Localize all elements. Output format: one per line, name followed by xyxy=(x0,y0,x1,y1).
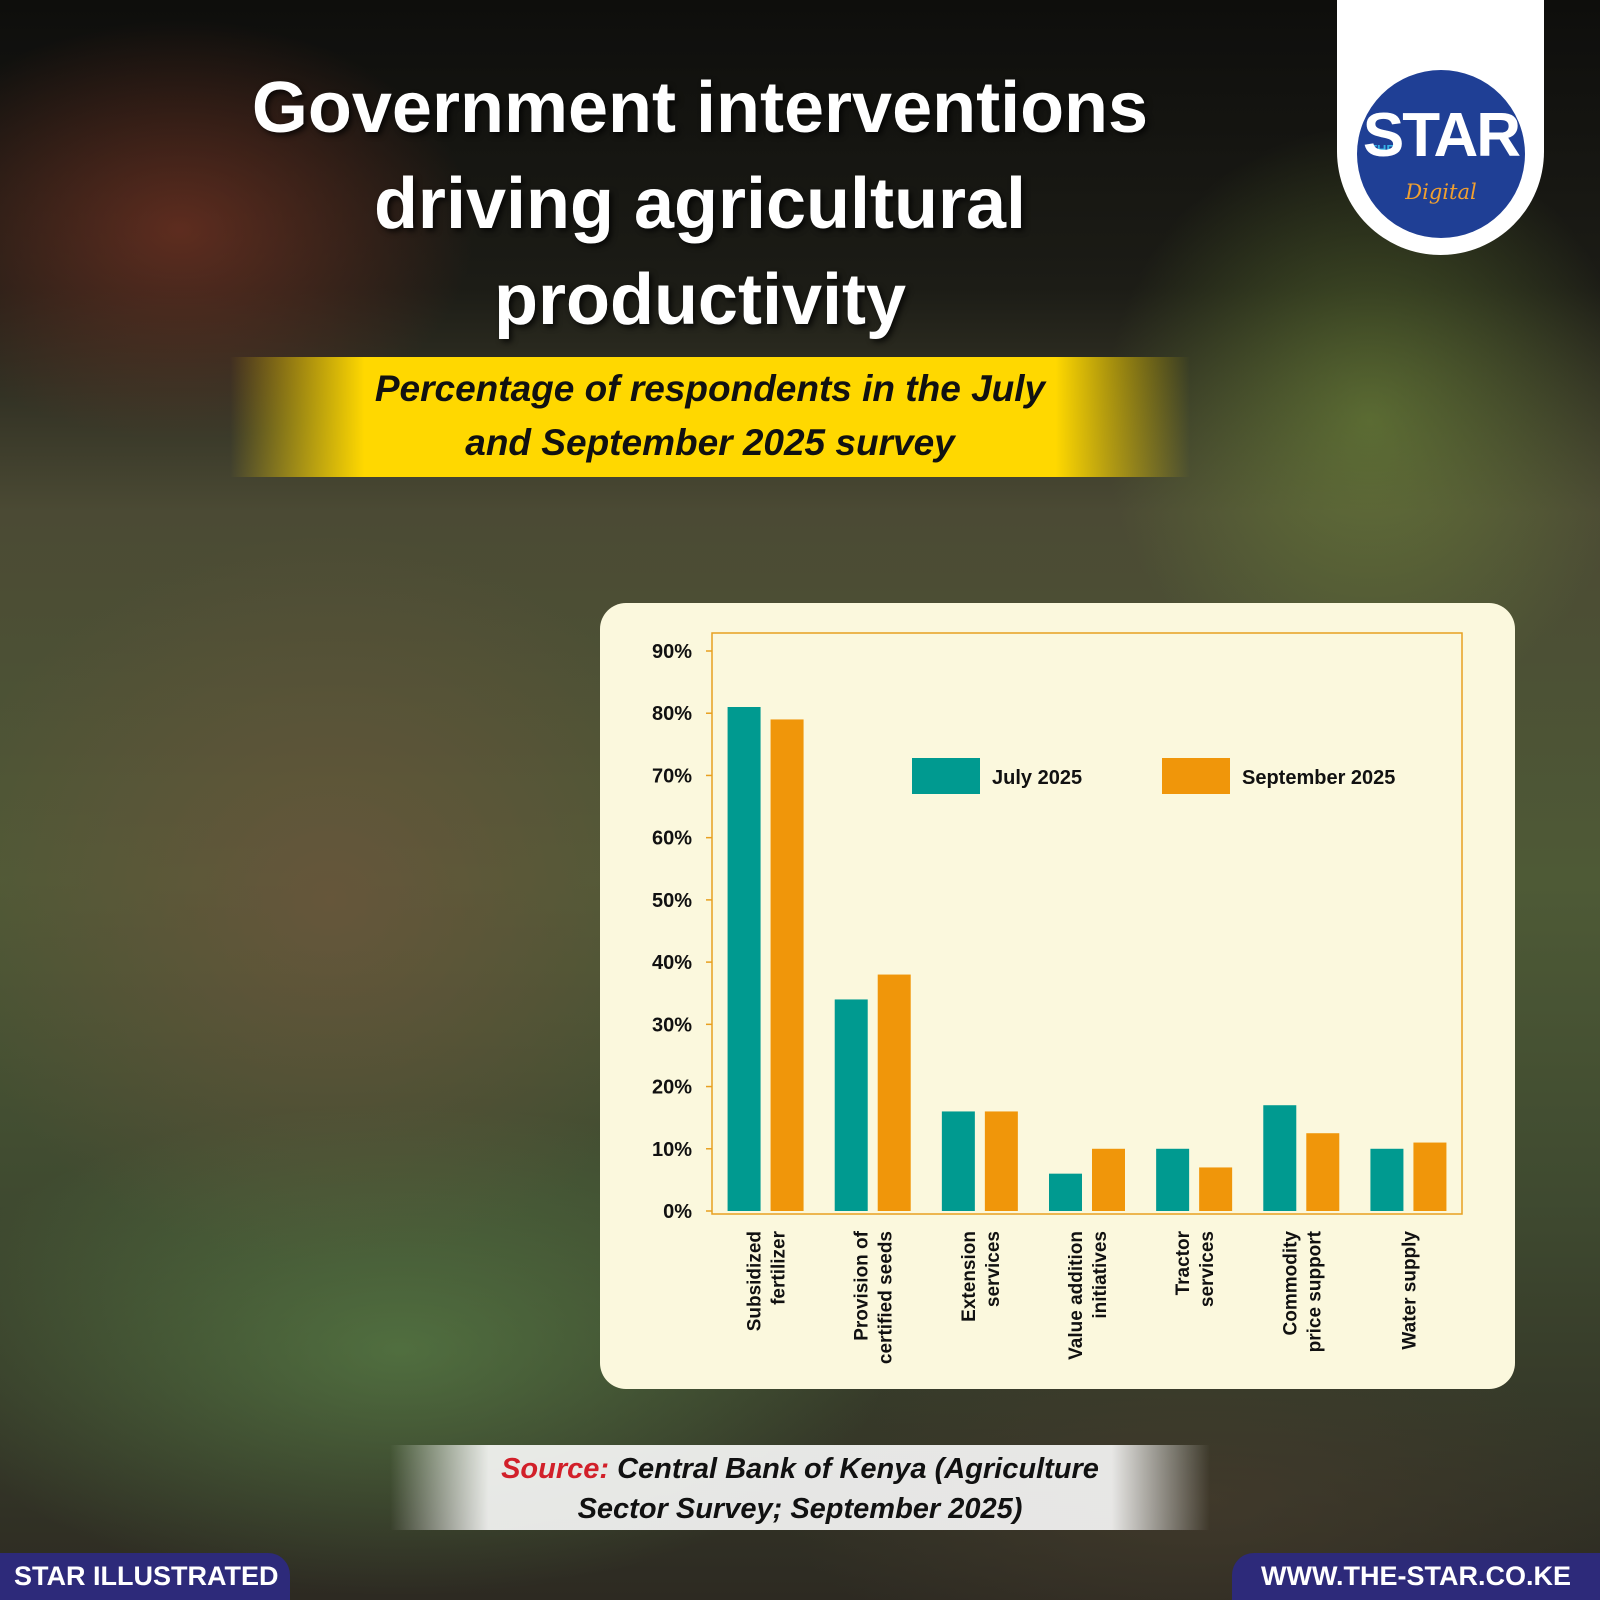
x-category-label: Provision of certified seeds xyxy=(852,1230,897,1364)
x-category-label: Water supply xyxy=(1399,1231,1420,1350)
legend-label: September 2025 xyxy=(1242,767,1395,789)
bar-july xyxy=(1263,1105,1297,1211)
y-tick-label: 20% xyxy=(652,1077,692,1099)
subtitle-line: and September 2025 survey xyxy=(465,422,955,463)
bar-july xyxy=(1370,1148,1404,1211)
star-digital-logo: THE STAR Digital xyxy=(1337,0,1544,255)
bar-july xyxy=(941,1111,975,1211)
x-category-label-line: services xyxy=(1197,1231,1218,1307)
bar-september xyxy=(1199,1167,1233,1211)
footer-brand: STAR ILLUSTRATED xyxy=(0,1553,290,1600)
bar-july xyxy=(1049,1173,1082,1211)
y-tick-label: 10% xyxy=(652,1139,692,1161)
source-note: Source: Central Bank of Kenya (Agricultu… xyxy=(390,1445,1210,1530)
x-category-label-line: fertilizer xyxy=(769,1230,790,1305)
y-tick-label: 60% xyxy=(652,828,692,850)
title-line: Government interventions xyxy=(251,68,1149,148)
bar-chart: 0% 10% 20% 30% 40% 50% 60% 70% 80% 90% Subsidized f… xyxy=(652,632,1463,1364)
footer-website-link[interactable]: WWW.THE-STAR.CO.KE xyxy=(1232,1553,1600,1600)
bar-september xyxy=(770,719,804,1211)
x-category-label: Extension services xyxy=(959,1231,1004,1322)
x-category-label-line: Provision of xyxy=(852,1230,873,1340)
x-category-label-line: initiatives xyxy=(1090,1231,1111,1319)
y-tick-label: 70% xyxy=(652,765,692,787)
x-category-label-line: Subsidized xyxy=(745,1231,766,1331)
subtitle-band xyxy=(230,357,1190,477)
logo-star: STAR xyxy=(1362,101,1521,170)
y-tick-label: 40% xyxy=(652,952,692,974)
page-title: Government interventions driving agricul… xyxy=(160,60,1240,348)
bar-september xyxy=(877,974,911,1211)
bar-september xyxy=(1306,1133,1340,1211)
logo-circle: THE STAR Digital xyxy=(1357,70,1525,238)
source-label: Source: xyxy=(501,1453,610,1485)
legend-label: July 2025 xyxy=(992,767,1082,789)
bar-september xyxy=(1092,1148,1125,1211)
x-category-label: Subsidized fertilizer xyxy=(745,1230,790,1331)
source-text-line2: Sector Survey; September 2025) xyxy=(577,1493,1023,1525)
x-category-label-line: Tractor xyxy=(1173,1230,1194,1295)
y-tick-label: 0% xyxy=(663,1201,692,1223)
x-category-label-line: Value addition xyxy=(1066,1231,1087,1360)
bar-july xyxy=(727,707,761,1211)
y-tick-label: 30% xyxy=(652,1014,692,1036)
title-line: driving agricultural xyxy=(373,164,1027,244)
x-category-label-line: certified seeds xyxy=(876,1231,897,1364)
x-category-label: Value addition initiatives xyxy=(1066,1231,1111,1360)
source-text-line1: Central Bank of Kenya (Agriculture xyxy=(617,1453,1099,1485)
plot-frame xyxy=(711,632,1463,1215)
title-line: productivity xyxy=(493,260,907,340)
y-tick-label: 80% xyxy=(652,703,692,725)
legend-swatch xyxy=(1162,758,1230,794)
x-category-label-line: Commodity xyxy=(1280,1231,1301,1336)
subtitle: Percentage of respondents in the July an… xyxy=(230,362,1190,470)
x-category-label-line: Water supply xyxy=(1399,1231,1420,1350)
logo-the: THE xyxy=(1369,142,1395,157)
bar-july xyxy=(1156,1148,1190,1211)
x-category-label-line: Extension xyxy=(959,1231,980,1322)
x-category-label-line: price support xyxy=(1304,1230,1325,1352)
x-category-label: Tractor services xyxy=(1173,1230,1218,1307)
y-tick-label: 90% xyxy=(652,641,692,663)
x-category-label-line: services xyxy=(983,1231,1004,1307)
y-tick-label: 50% xyxy=(652,890,692,912)
logo-digital: Digital xyxy=(1405,180,1477,204)
legend-swatch xyxy=(912,758,980,794)
chart-panel: 0% 10% 20% 30% 40% 50% 60% 70% 80% 90% Subsidized f… xyxy=(600,603,1515,1389)
bar-september xyxy=(984,1111,1018,1211)
bar-july xyxy=(834,999,868,1211)
bar-september xyxy=(1413,1142,1447,1211)
subtitle-line: Percentage of respondents in the July xyxy=(374,368,1046,409)
x-category-label: Commodity price support xyxy=(1280,1230,1325,1352)
